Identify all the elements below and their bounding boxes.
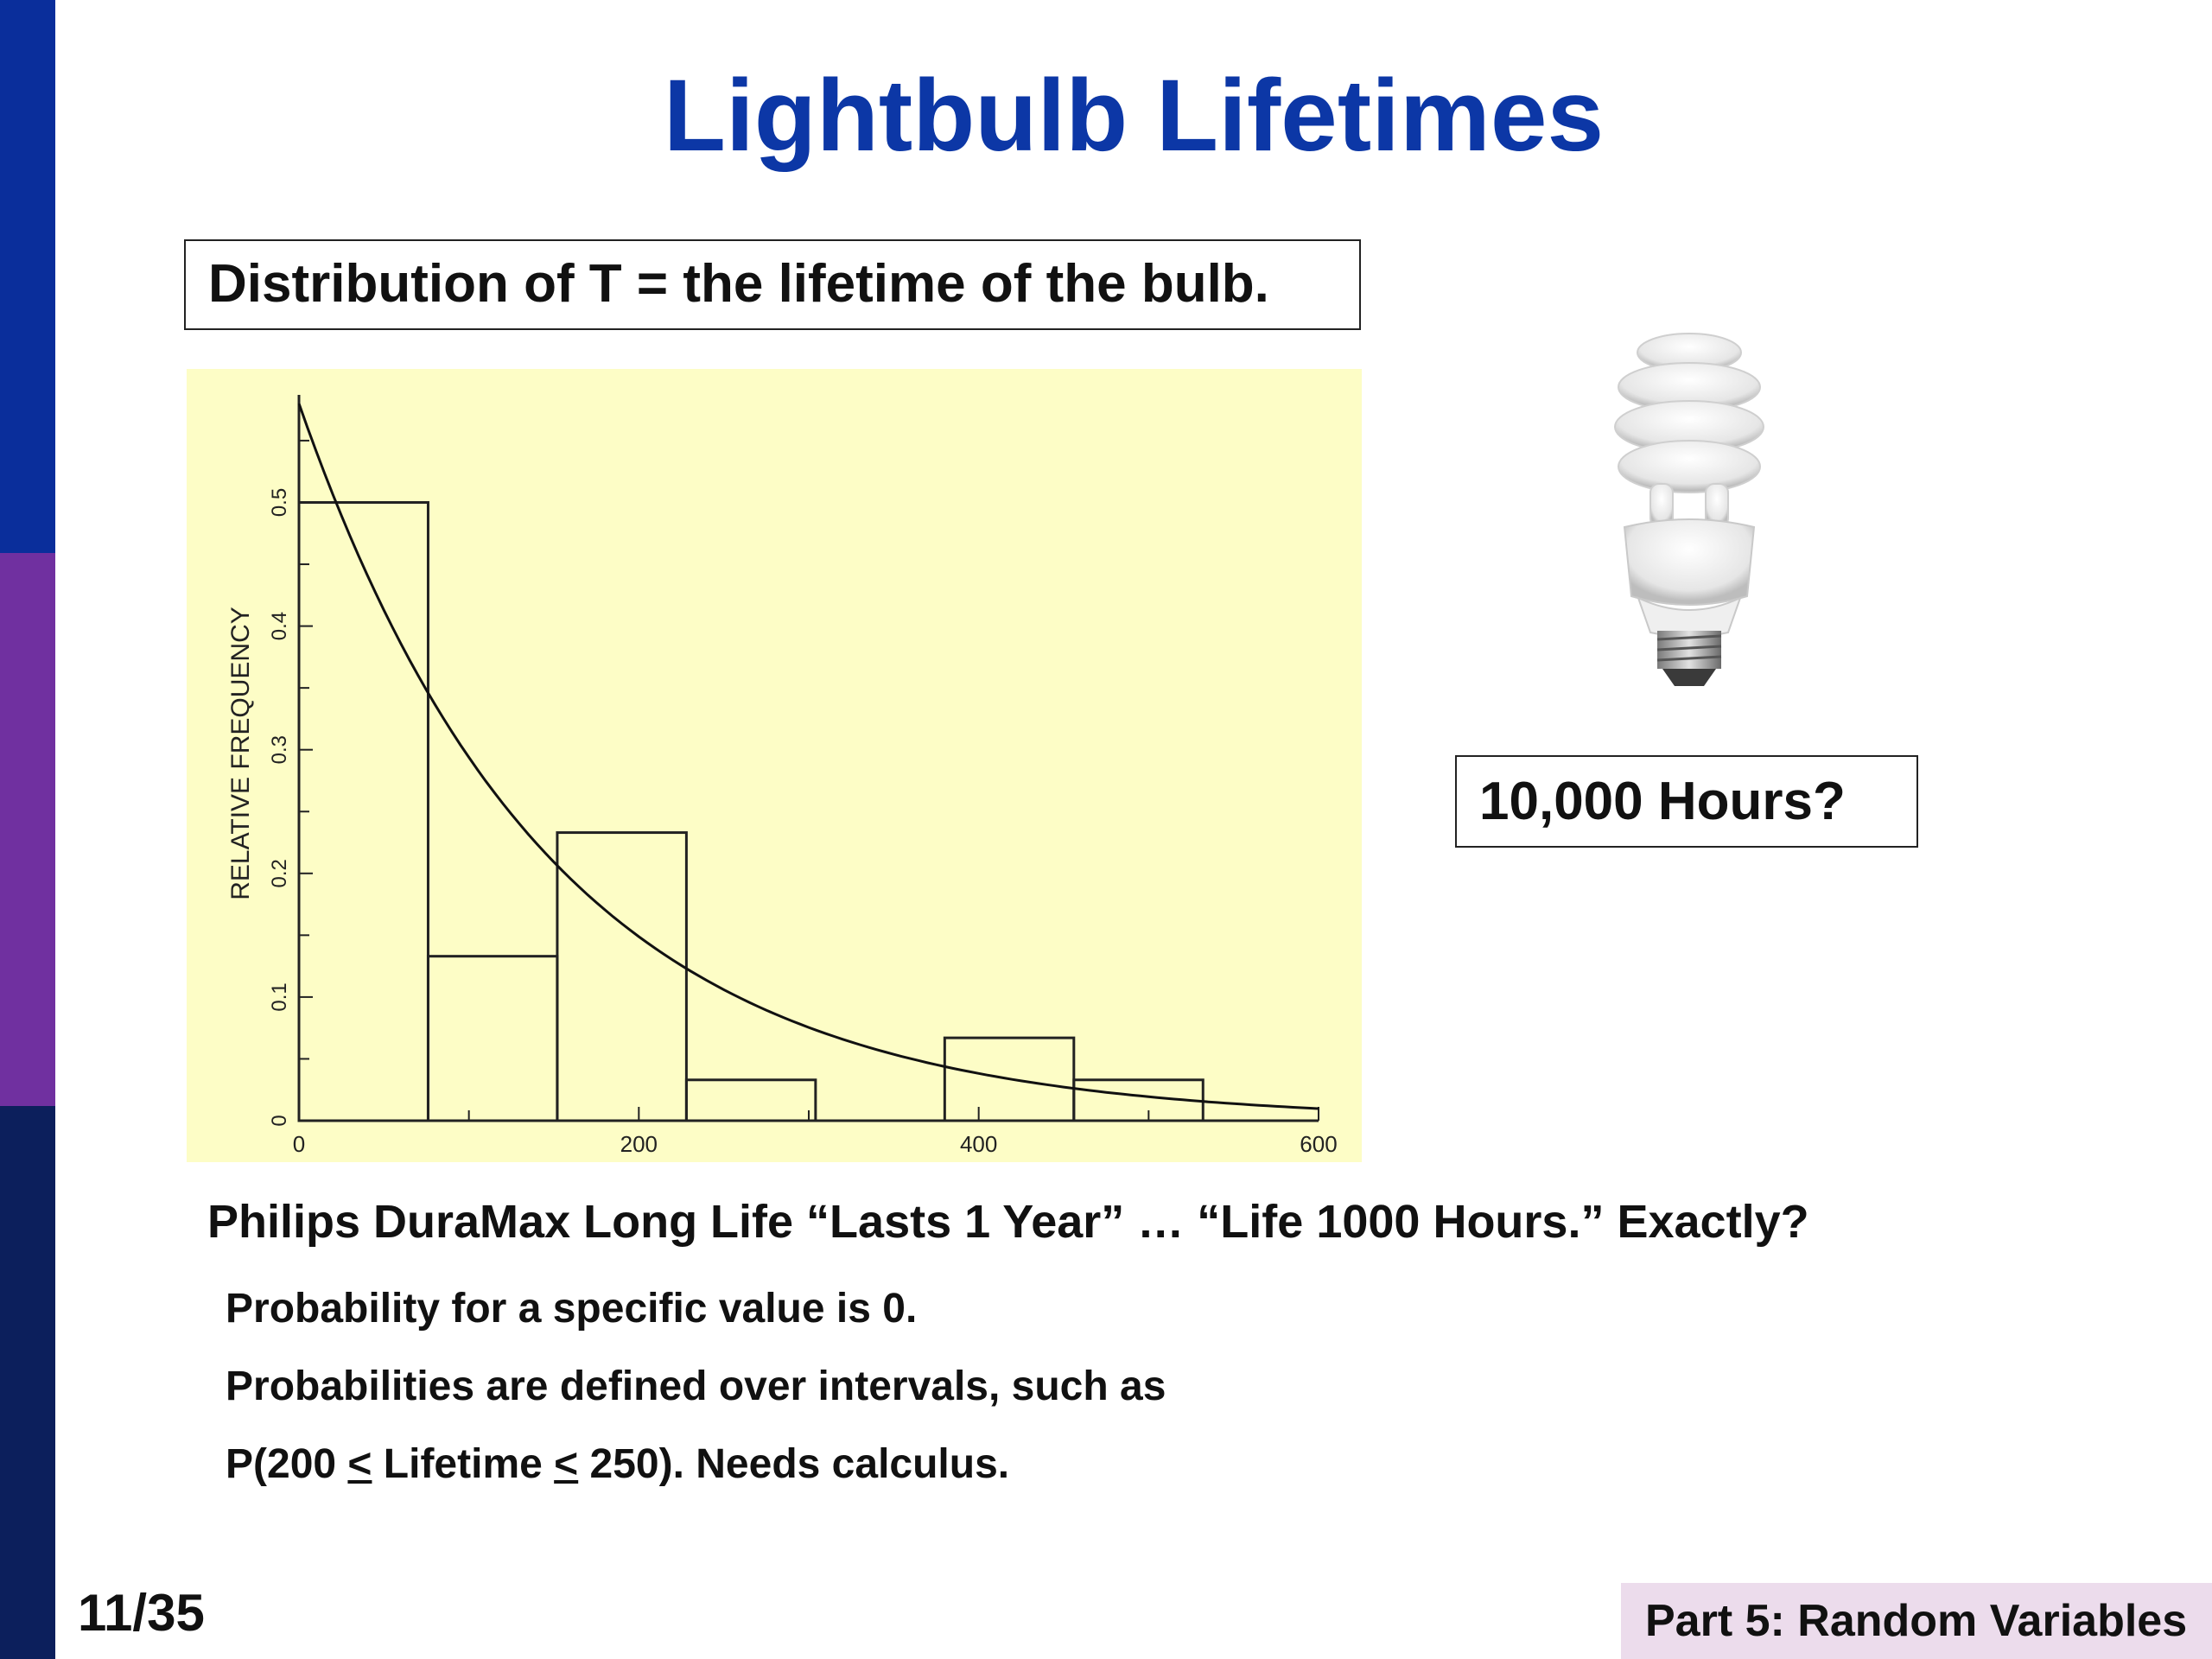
footer-text: Part 5: Random Variables bbox=[1645, 1596, 2188, 1646]
interval-example-text: P(200 < Lifetime < 250). Needs calculus. bbox=[226, 1434, 1009, 1495]
x-tick-label: 0 bbox=[293, 1131, 305, 1157]
footer-section-label: Part 5: Random Variables bbox=[1621, 1583, 2212, 1659]
histogram-bar bbox=[556, 831, 688, 1122]
y-tick-label: 0.5 bbox=[268, 488, 291, 517]
histogram-chart: RELATIVE FREQUENCY 0 0.1 0.2 0.3 0.4 0.5 0 200 4… bbox=[187, 369, 1362, 1162]
probability-zero-text: Probability for a specific value is 0. bbox=[226, 1286, 918, 1332]
page-number: 11/35 bbox=[78, 1584, 205, 1642]
distribution-label: Distribution of T = the lifetime of the … bbox=[208, 254, 1269, 314]
lightbulb-image bbox=[1614, 333, 1764, 686]
interval-prefix: P(200 bbox=[226, 1441, 348, 1487]
chart-background bbox=[187, 369, 1362, 1162]
interval-suffix: 250). Needs calculus. bbox=[578, 1441, 1010, 1487]
histogram-bar bbox=[297, 500, 429, 1122]
less-equal-symbol: < bbox=[554, 1441, 579, 1487]
y-tick-label: 0.1 bbox=[268, 982, 291, 1011]
density-curve-line bbox=[297, 403, 1319, 1110]
y-tick-label: 0.2 bbox=[268, 859, 291, 887]
y-tick-label: 0.4 bbox=[268, 612, 291, 640]
x-tick-label: 400 bbox=[960, 1131, 997, 1157]
y-axis-label: RELATIVE FREQUENCY bbox=[226, 607, 255, 900]
y-tick-label: 0 bbox=[268, 1115, 291, 1126]
distribution-label-box: Distribution of T = the lifetime of the … bbox=[184, 239, 1361, 330]
sidebar-block-blue bbox=[0, 0, 55, 553]
slide-title: Lightbulb Lifetimes bbox=[663, 59, 1605, 173]
hours-label: 10,000 Hours? bbox=[1479, 772, 1846, 831]
less-equal-symbol: < bbox=[347, 1441, 372, 1487]
probability-intervals-text: Probabilities are defined over intervals… bbox=[226, 1363, 1166, 1409]
sidebar-block-navy bbox=[0, 1106, 55, 1659]
hours-label-box: 10,000 Hours? bbox=[1455, 755, 1918, 848]
x-tick-label: 200 bbox=[620, 1131, 658, 1157]
philips-claim-text: Philips DuraMax Long Life “Lasts 1 Year”… bbox=[207, 1196, 1809, 1248]
interval-middle: Lifetime bbox=[372, 1441, 555, 1487]
y-tick-label: 0.3 bbox=[268, 735, 291, 764]
sidebar-stripe bbox=[0, 0, 55, 1659]
sidebar-block-purple bbox=[0, 553, 55, 1106]
x-tick-label: 600 bbox=[1300, 1131, 1337, 1157]
histogram-bar bbox=[684, 1078, 817, 1122]
